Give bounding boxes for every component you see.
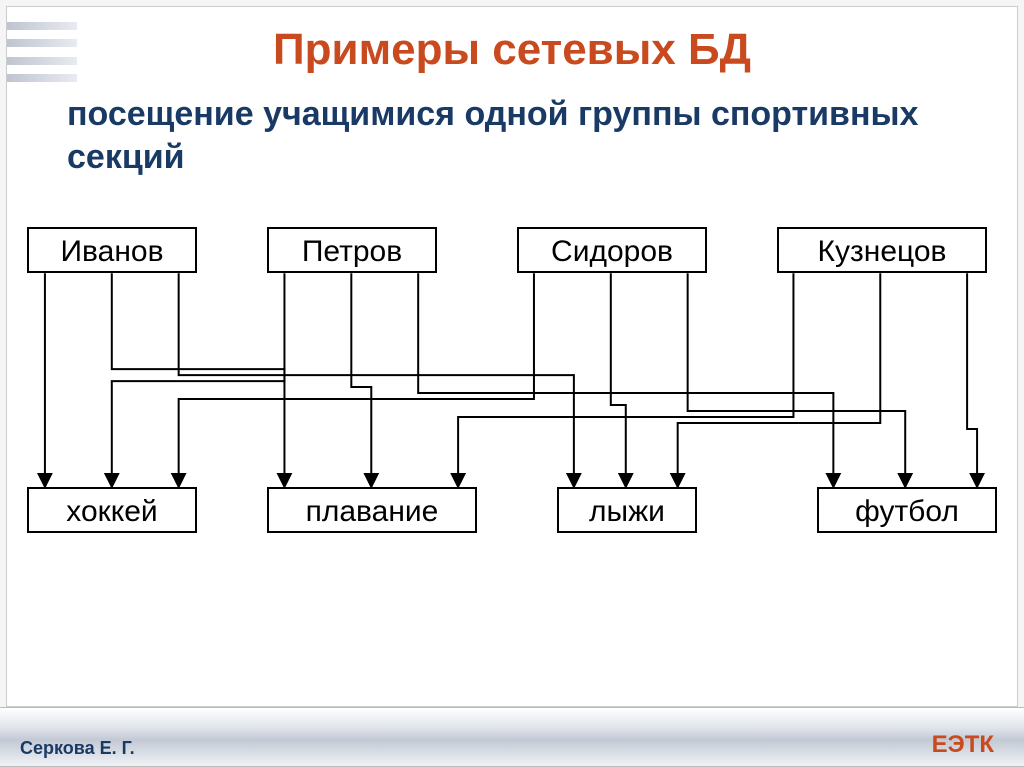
edges-layer (7, 227, 1017, 607)
node-football: футбол (817, 487, 997, 533)
node-sidorov: Сидоров (517, 227, 707, 273)
footer-org: ЕЭТК (932, 731, 994, 759)
edge-kuznetsov-ski (678, 273, 881, 487)
edge-kuznetsov-football (967, 273, 977, 487)
node-hockey: хоккей (27, 487, 197, 533)
footer-author: Серкова Е. Г. (20, 738, 135, 759)
node-petrov: Петров (267, 227, 437, 273)
network-diagram: Иванов Петров Сидоров Кузнецов хоккей плавани… (7, 227, 1017, 607)
node-ski: лыжи (557, 487, 697, 533)
page-title: Примеры сетевых БД (7, 25, 1017, 75)
subtitle: посещение учащимися одной группы спортив… (67, 93, 977, 178)
node-kuznetsov: Кузнецов (777, 227, 987, 273)
slide: Примеры сетевых БД посещение учащимися о… (6, 6, 1018, 707)
edge-sidorov-ski (611, 273, 626, 487)
edge-kuznetsov-swim (458, 273, 793, 487)
edge-sidorov-hockey (179, 273, 534, 487)
edge-petrov-swim (351, 273, 371, 487)
edge-petrov-football (418, 273, 833, 487)
edge-sidorov-football (688, 273, 906, 487)
edge-ivanov-swim (112, 273, 285, 487)
footer-bar (0, 707, 1024, 767)
edge-ivanov-ski (179, 273, 574, 487)
edge-petrov-hockey (112, 273, 285, 487)
node-swim: плавание (267, 487, 477, 533)
node-ivanov: Иванов (27, 227, 197, 273)
decorative-stripes (7, 7, 77, 97)
